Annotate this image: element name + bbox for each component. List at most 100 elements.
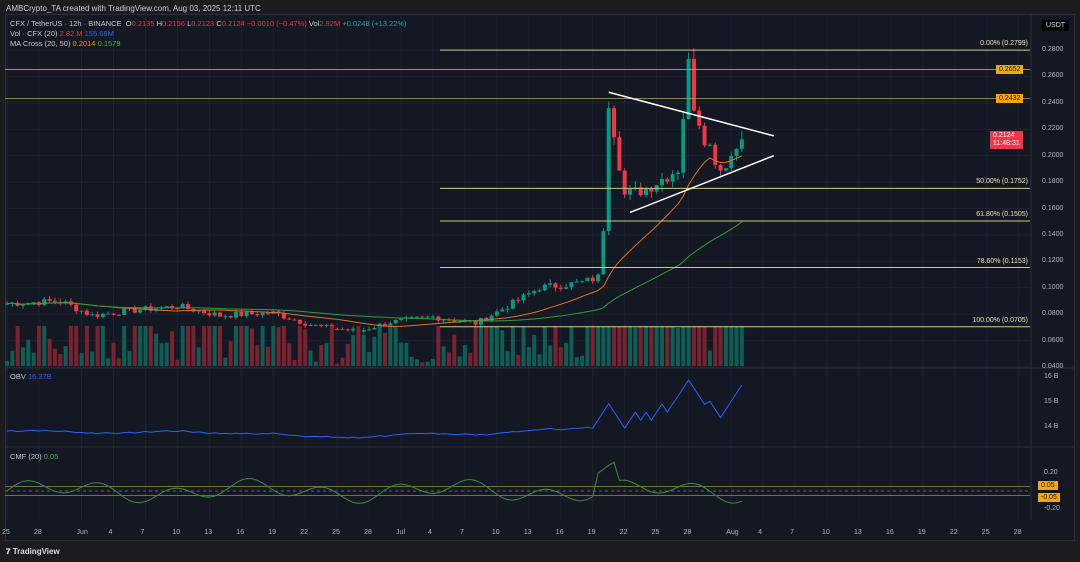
candle-body bbox=[420, 316, 425, 318]
time-axis-tick: 25 bbox=[651, 529, 660, 536]
triangle-lower-trendline bbox=[629, 154, 775, 214]
candle-body bbox=[265, 312, 270, 314]
candle-body bbox=[494, 311, 499, 316]
cmf-legend[interactable]: CMF (20) 0.05 bbox=[10, 452, 58, 461]
ma20-line bbox=[6, 155, 743, 327]
volume-bar bbox=[84, 326, 89, 366]
low-value: 0.2123 bbox=[191, 19, 215, 28]
volume-bar bbox=[707, 350, 712, 366]
symbol-info[interactable]: CFX / TetherUS · 12h · BINANCE bbox=[10, 19, 122, 28]
volume-bar bbox=[399, 342, 404, 366]
time-axis-tick: Aug bbox=[726, 529, 739, 536]
candle-body bbox=[510, 299, 515, 309]
vol-value: 2.92M bbox=[319, 19, 341, 28]
candle-body bbox=[196, 310, 201, 312]
candle-body bbox=[175, 308, 180, 310]
volume-bar bbox=[723, 326, 728, 366]
volume-bar bbox=[729, 326, 734, 366]
volume-bar bbox=[415, 359, 420, 366]
candle-body bbox=[638, 187, 643, 196]
price-level-tag: 0.2652 bbox=[996, 64, 1024, 74]
volume-bar bbox=[505, 351, 510, 366]
candle-body bbox=[532, 291, 537, 294]
candle-body bbox=[612, 108, 617, 138]
candle-body bbox=[436, 316, 441, 321]
vol-label: Vol bbox=[308, 19, 320, 28]
candle-body bbox=[95, 314, 100, 317]
time-axis-tick: 13 bbox=[204, 529, 213, 536]
volume-bar bbox=[500, 330, 505, 366]
candle-body bbox=[287, 318, 292, 320]
volume-bar bbox=[271, 326, 276, 366]
volume-bar bbox=[170, 331, 175, 366]
time-axis-tick: Jul bbox=[396, 529, 405, 536]
volume-bar bbox=[281, 326, 286, 366]
volume-bar bbox=[644, 326, 648, 366]
candle-body bbox=[574, 281, 579, 283]
currency-button[interactable]: USDT bbox=[1042, 20, 1070, 31]
fib-level-label: 50.00% (0.1752) bbox=[976, 178, 1028, 186]
time-axis-tick: 28 bbox=[1013, 529, 1022, 536]
candle-body bbox=[249, 311, 254, 315]
time-axis-tick: Jun bbox=[76, 529, 88, 536]
volume-bar bbox=[100, 326, 105, 366]
candle-body bbox=[580, 281, 585, 283]
volume-bar bbox=[665, 326, 670, 366]
volume-bar bbox=[159, 343, 164, 366]
last-price-tag: 0.2124 11:48:31 bbox=[990, 131, 1023, 150]
candle-body bbox=[319, 324, 324, 326]
volume-bar bbox=[628, 326, 633, 366]
volume-bar bbox=[10, 350, 15, 366]
volume-bar bbox=[446, 352, 451, 366]
candle-body bbox=[20, 304, 25, 306]
volume-bar bbox=[308, 350, 313, 366]
chart-pane[interactable] bbox=[5, 14, 1075, 541]
candle-body bbox=[180, 304, 185, 309]
candle-body bbox=[324, 324, 329, 326]
volume-bar bbox=[164, 342, 169, 366]
volume-bar bbox=[138, 326, 143, 366]
footer-label: TradingView bbox=[12, 547, 60, 556]
candle-body bbox=[590, 277, 595, 282]
volume-bar bbox=[265, 346, 270, 366]
candle-body bbox=[207, 313, 212, 316]
candle-body bbox=[164, 306, 169, 308]
candle-body bbox=[297, 319, 302, 324]
time-axis-tick: 10 bbox=[822, 529, 830, 536]
volume-indicator-label[interactable]: Vol · CFX (20) bbox=[10, 29, 58, 38]
chart-credit: AMBCrypto_TA created with TradingView.co… bbox=[6, 4, 261, 13]
volume-bar bbox=[425, 361, 430, 366]
chart-legend: CFX / TetherUS · 12h · BINANCE O0.2135 H… bbox=[10, 19, 407, 49]
candle-body bbox=[526, 293, 531, 295]
candle-body bbox=[670, 174, 675, 182]
tradingview-logo[interactable]: 𝟕 TradingView bbox=[6, 547, 60, 557]
candle-body bbox=[292, 319, 297, 321]
volume-bar bbox=[239, 326, 244, 366]
volume-bar bbox=[143, 326, 148, 366]
candle-body bbox=[542, 284, 547, 291]
volume-bar bbox=[691, 326, 696, 366]
time-axis-tick: 7 bbox=[790, 529, 794, 536]
time-axis-tick: 13 bbox=[854, 529, 862, 536]
volume-bar bbox=[585, 326, 590, 366]
volume-bar bbox=[681, 326, 686, 366]
volume-bar bbox=[26, 339, 31, 366]
volume-bar bbox=[345, 343, 350, 366]
volume-bar bbox=[564, 342, 569, 366]
candle-body bbox=[702, 125, 707, 146]
candle-body bbox=[569, 282, 574, 288]
ma50-value: 0.1579 bbox=[97, 39, 121, 48]
time-axis-tick: 28 bbox=[33, 529, 42, 536]
candle-body bbox=[84, 310, 89, 315]
ma-cross-label[interactable]: MA Cross (20, 50) bbox=[10, 39, 71, 48]
candle-body bbox=[686, 58, 691, 120]
volume-bar bbox=[335, 363, 340, 366]
candle-body bbox=[5, 303, 9, 305]
volume-bar bbox=[95, 326, 100, 366]
volume-bar bbox=[548, 345, 553, 366]
volume-bar bbox=[15, 326, 20, 366]
volume-bar bbox=[452, 334, 457, 366]
cmf-lower-tag: -0.05 bbox=[1038, 492, 1060, 502]
obv-legend[interactable]: OBV 16.37B bbox=[10, 372, 52, 381]
